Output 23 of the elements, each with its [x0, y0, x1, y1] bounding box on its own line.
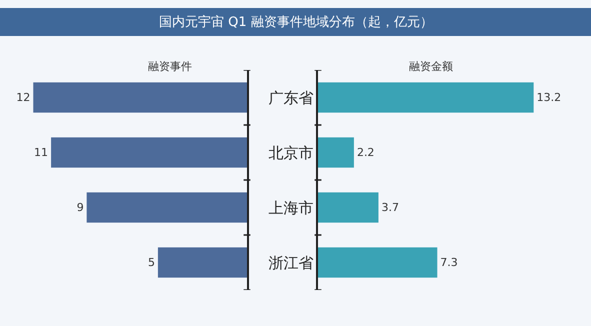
data-label: 5	[148, 256, 155, 270]
text: 国内元宇宙 Q1 融资事件地域分布（起，亿元）	[159, 14, 433, 30]
chart-subtitle: 融资事件	[148, 60, 192, 73]
data-label: 11	[34, 146, 48, 160]
bar	[318, 137, 354, 168]
y-tick-label: 广东省	[268, 88, 314, 107]
data-label: 3.7	[381, 201, 399, 214]
bar	[318, 247, 438, 278]
bar	[51, 137, 247, 168]
data-label: 9	[76, 201, 84, 214]
bar	[158, 247, 247, 278]
data-label: 13.2	[536, 91, 562, 104]
y-tick-label: 北京市	[268, 144, 314, 162]
bar	[33, 82, 247, 113]
chart-subtitle: 融资金额	[409, 60, 453, 73]
bar	[318, 192, 378, 223]
data-label: 2.2	[356, 146, 374, 160]
data-label: 12	[16, 91, 30, 104]
y-tick-label: 浙江省	[268, 254, 314, 272]
bar	[318, 82, 534, 113]
bar	[86, 192, 247, 223]
data-label: 7.3	[440, 256, 458, 270]
y-tick-label: 上海市	[268, 198, 314, 217]
